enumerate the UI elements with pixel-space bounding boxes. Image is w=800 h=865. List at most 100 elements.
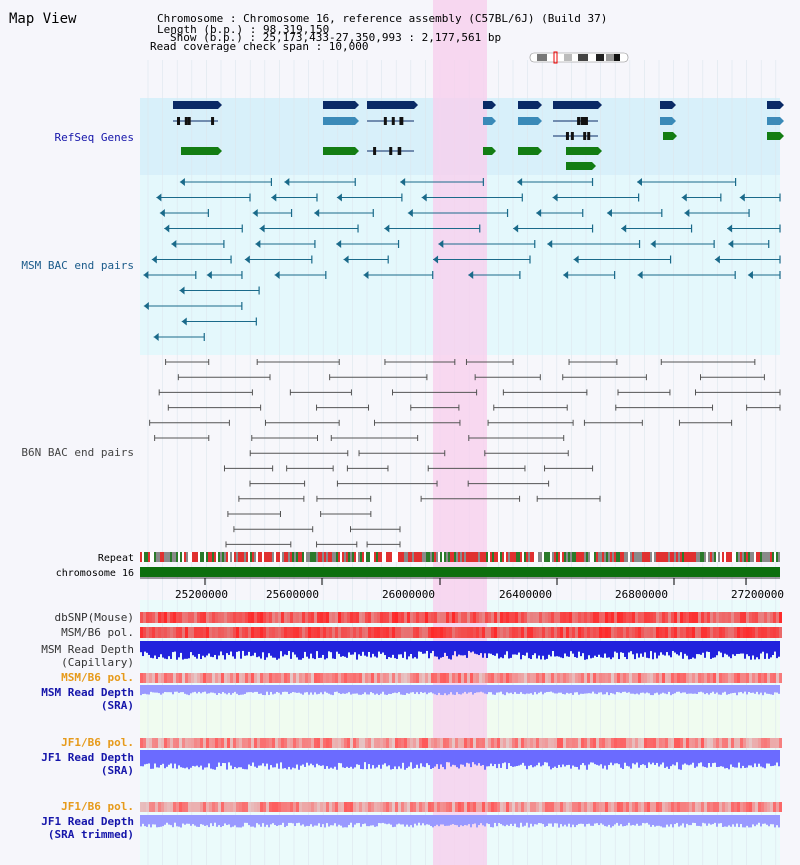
depth-bar bbox=[266, 641, 268, 658]
depth-bar bbox=[424, 750, 426, 768]
exon-feature[interactable] bbox=[397, 147, 401, 155]
repeat-bar bbox=[192, 552, 194, 562]
depth-bar bbox=[486, 641, 488, 658]
gene-arrow bbox=[355, 101, 359, 109]
exon-feature[interactable] bbox=[177, 117, 181, 125]
depth-bar bbox=[556, 641, 558, 657]
gene-feature[interactable] bbox=[767, 117, 780, 125]
repeat-bar bbox=[164, 552, 166, 562]
gene-feature[interactable] bbox=[553, 101, 598, 109]
bac-end bbox=[284, 178, 290, 186]
gene-feature[interactable] bbox=[181, 147, 218, 155]
gene-arrow bbox=[592, 162, 596, 170]
gene-feature[interactable] bbox=[767, 132, 780, 140]
heat-cell bbox=[563, 802, 566, 812]
heat-cell bbox=[746, 673, 749, 683]
depth-bar bbox=[498, 750, 500, 764]
depth-bar bbox=[492, 685, 494, 695]
gene-feature[interactable] bbox=[173, 101, 218, 109]
gene-feature[interactable] bbox=[483, 101, 492, 109]
depth-bar bbox=[282, 750, 284, 769]
depth-bar bbox=[492, 750, 494, 767]
repeat-bar bbox=[600, 552, 602, 562]
exon-feature[interactable] bbox=[391, 117, 395, 125]
exon-feature[interactable] bbox=[373, 147, 377, 155]
gene-feature[interactable] bbox=[663, 132, 673, 140]
exon-feature[interactable] bbox=[582, 117, 586, 125]
depth-bar bbox=[226, 685, 228, 695]
exon-feature[interactable] bbox=[577, 117, 581, 125]
depth-bar bbox=[718, 815, 720, 824]
depth-bar bbox=[224, 641, 226, 660]
gene-feature[interactable] bbox=[518, 117, 538, 125]
heat-cell bbox=[329, 738, 332, 748]
heat-cell bbox=[581, 802, 584, 812]
exon-feature[interactable] bbox=[389, 147, 393, 155]
gene-feature[interactable] bbox=[367, 101, 414, 109]
depth-bar bbox=[196, 815, 198, 827]
depth-bar bbox=[544, 750, 546, 763]
depth-bar bbox=[680, 750, 682, 770]
heat-cell bbox=[644, 802, 647, 812]
gene-feature[interactable] bbox=[566, 162, 592, 170]
heat-cell bbox=[323, 738, 326, 748]
depth-bar bbox=[186, 685, 188, 695]
exon-feature[interactable] bbox=[187, 117, 191, 125]
depth-bar bbox=[584, 685, 586, 694]
depth-bar bbox=[246, 685, 248, 693]
gene-feature[interactable] bbox=[767, 101, 780, 109]
gene-feature[interactable] bbox=[660, 101, 672, 109]
depth-bar bbox=[540, 815, 542, 824]
depth-bar bbox=[210, 685, 212, 693]
depth-bar bbox=[710, 750, 712, 767]
gene-feature[interactable] bbox=[483, 117, 492, 125]
exon-feature[interactable] bbox=[400, 117, 404, 125]
depth-bar bbox=[392, 641, 394, 655]
gene-feature[interactable] bbox=[518, 101, 538, 109]
depth-bar bbox=[304, 685, 306, 693]
exon-feature[interactable] bbox=[584, 117, 588, 125]
exon-feature[interactable] bbox=[211, 117, 215, 125]
gene-feature[interactable] bbox=[483, 147, 492, 155]
depth-bar bbox=[482, 815, 484, 826]
gene-arrow bbox=[492, 117, 496, 125]
gene-feature[interactable] bbox=[323, 147, 355, 155]
depth-bar bbox=[452, 815, 454, 825]
exon-feature[interactable] bbox=[184, 117, 188, 125]
heat-cell bbox=[599, 673, 602, 683]
depth-bar bbox=[554, 641, 556, 657]
exon-feature[interactable] bbox=[383, 117, 387, 125]
gene-feature[interactable] bbox=[323, 101, 355, 109]
gene-feature[interactable] bbox=[660, 117, 672, 125]
chromosome-ideogram[interactable] bbox=[529, 51, 629, 64]
depth-bar bbox=[576, 641, 578, 658]
heat-cell bbox=[716, 673, 719, 683]
depth-bar bbox=[532, 750, 534, 768]
depth-bar bbox=[562, 815, 564, 827]
exon-feature[interactable] bbox=[587, 132, 591, 140]
depth-bar bbox=[550, 641, 552, 657]
heat-cell bbox=[209, 627, 212, 638]
heat-cell bbox=[401, 673, 404, 683]
heat-cell bbox=[227, 673, 230, 683]
heat-cell bbox=[320, 738, 323, 748]
heat-cell bbox=[743, 627, 746, 638]
gene-feature[interactable] bbox=[566, 147, 598, 155]
exon-feature[interactable] bbox=[580, 117, 584, 125]
heat-cell bbox=[725, 802, 728, 812]
depth-bar bbox=[686, 641, 688, 656]
depth-bar bbox=[646, 641, 648, 658]
depth-bar bbox=[772, 750, 774, 766]
gene-feature[interactable] bbox=[323, 117, 355, 125]
exon-feature[interactable] bbox=[583, 132, 587, 140]
bac-end bbox=[681, 193, 687, 202]
depth-bar bbox=[406, 641, 408, 660]
exon-feature[interactable] bbox=[565, 132, 569, 140]
depth-bar bbox=[326, 641, 328, 659]
highlight-region[interactable] bbox=[433, 0, 487, 865]
gene-feature[interactable] bbox=[518, 147, 538, 155]
repeat-bar bbox=[330, 552, 332, 562]
depth-bar bbox=[150, 685, 152, 692]
exon-feature[interactable] bbox=[570, 132, 574, 140]
